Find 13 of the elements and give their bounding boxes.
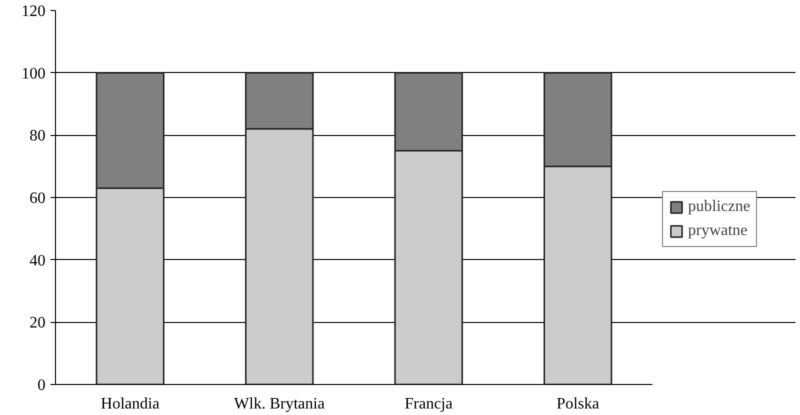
y-tick-label: 100 [22,65,46,82]
y-tick-label: 20 [30,314,46,332]
legend-label: prywatne [688,222,748,240]
y-tick-label: 60 [30,190,46,207]
x-tick-label: Wlk. Brytania [234,396,325,412]
x-tick-label: Polska [556,396,600,412]
x-tick-label: Holandia [100,396,160,412]
y-tick-label: 0 [38,377,46,394]
y-tick-label: 120 [22,3,46,20]
legend-label: publiczne [688,198,750,216]
y-tick-label: 80 [30,128,46,145]
x-tick-label: Francja [404,396,453,412]
y-tick-label: 40 [30,252,46,270]
